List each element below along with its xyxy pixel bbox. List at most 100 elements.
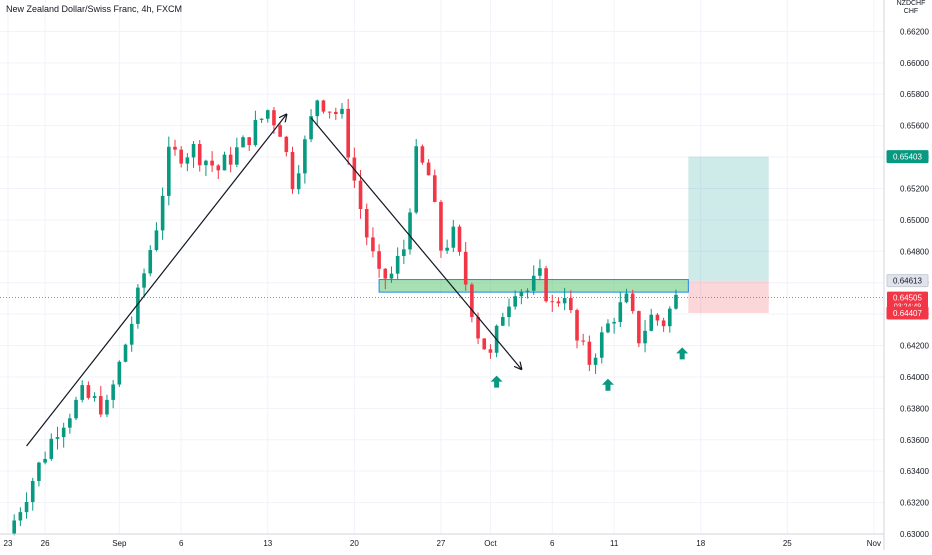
candle-body <box>457 226 462 252</box>
last-price-text: 0.64505 <box>893 294 922 303</box>
trend-arrow[interactable] <box>26 115 287 447</box>
time-tick-label: 18 <box>696 539 705 548</box>
candle-body <box>674 294 678 309</box>
candle-body <box>55 437 60 439</box>
candle-body <box>612 322 616 324</box>
candle-body <box>61 427 66 438</box>
time-tick-label: 23 <box>4 539 13 548</box>
candle-body <box>346 108 350 158</box>
candle-body <box>129 323 134 345</box>
candle-body <box>278 125 282 137</box>
candle-body <box>142 273 146 288</box>
candle-body <box>432 175 437 202</box>
candle-body <box>68 418 72 428</box>
candle-body <box>334 111 338 115</box>
candle-body <box>439 201 443 251</box>
candle-body <box>377 251 381 269</box>
candle-body <box>253 119 258 146</box>
candle-body <box>86 385 91 398</box>
time-tick-label: 11 <box>610 539 619 548</box>
entry-price-badge: 0.64613 <box>886 274 929 288</box>
stop-price-badge: 0.64407 <box>886 306 929 320</box>
candle-body <box>364 209 369 238</box>
candle-body <box>98 396 103 415</box>
entry-price-badge-text: 0.64613 <box>893 277 922 286</box>
price-tick-label: 0.63000 <box>900 530 929 539</box>
candle-body <box>371 237 375 252</box>
candle-body <box>470 284 474 317</box>
price-tick-label: 0.66000 <box>900 59 929 68</box>
candle-body <box>395 255 400 274</box>
candle-body <box>383 268 388 279</box>
candle-body <box>247 137 252 146</box>
candle-body <box>210 160 214 166</box>
candle-body <box>599 332 604 358</box>
candle-body <box>593 357 598 365</box>
candle-body <box>538 268 542 276</box>
loss-zone[interactable] <box>688 280 769 314</box>
candle-body <box>667 308 672 327</box>
candle-body <box>235 147 239 165</box>
candle-body <box>160 195 165 231</box>
candle-body <box>426 162 431 176</box>
currency-label: CHF <box>904 8 918 15</box>
candle-body <box>80 385 85 400</box>
candle-body <box>259 118 264 120</box>
candle-body <box>123 344 128 362</box>
price-tick-label: 0.64200 <box>900 342 929 351</box>
candle-body <box>358 180 363 210</box>
stop-price-badge-text: 0.64407 <box>893 309 922 318</box>
time-tick-label: 6 <box>179 539 184 548</box>
candle-body <box>265 110 270 119</box>
candle-body <box>451 226 456 248</box>
candle-body <box>228 154 233 165</box>
candle-body <box>531 275 536 291</box>
candle-body <box>445 247 449 251</box>
price-tick-label: 0.65600 <box>900 122 929 131</box>
candle-body <box>43 458 47 463</box>
entry-price-badge-bg <box>886 274 929 288</box>
time-tick-label: 13 <box>263 539 272 548</box>
candle-body <box>575 310 579 341</box>
candle-body <box>148 250 153 274</box>
candle-body <box>661 320 666 327</box>
candle-body <box>18 512 23 521</box>
price-tick-label: 0.63600 <box>900 436 929 445</box>
candle-body <box>296 173 301 190</box>
candle-body <box>222 154 227 171</box>
profit-zone[interactable] <box>688 156 769 281</box>
time-tick-label: 26 <box>41 539 50 548</box>
candle-body <box>501 317 505 326</box>
candle-body <box>519 291 524 297</box>
candle-body <box>37 462 41 481</box>
candle-body <box>204 160 208 166</box>
time-tick-label: Nov <box>867 539 881 548</box>
trend-arrow[interactable] <box>310 117 521 369</box>
target-price-badge-bg <box>886 150 929 164</box>
candle-body <box>488 349 493 353</box>
candle-body <box>185 157 190 164</box>
candle-body <box>197 143 202 166</box>
up-arrow-icon <box>601 378 614 391</box>
candle-body <box>154 230 159 251</box>
time-tick-label: 25 <box>783 539 792 548</box>
price-tick-label: 0.65800 <box>900 90 929 99</box>
price-tick-label: 0.65200 <box>900 184 929 193</box>
candle-body <box>241 137 245 148</box>
candle-body <box>637 311 641 344</box>
candle-body <box>12 520 16 534</box>
candle-body <box>618 302 623 323</box>
candle-body <box>655 314 660 321</box>
time-tick-label: Sep <box>112 539 127 548</box>
time-tick-label: 27 <box>436 539 445 548</box>
candle-body <box>309 116 313 140</box>
candle-body <box>290 151 295 190</box>
candle-body <box>606 323 610 333</box>
price-tick-label: 0.65000 <box>900 216 929 225</box>
candle-body <box>408 212 412 250</box>
price-tick-label: 0.64800 <box>900 247 929 256</box>
candle-body <box>340 108 344 115</box>
candle-body <box>587 341 592 365</box>
